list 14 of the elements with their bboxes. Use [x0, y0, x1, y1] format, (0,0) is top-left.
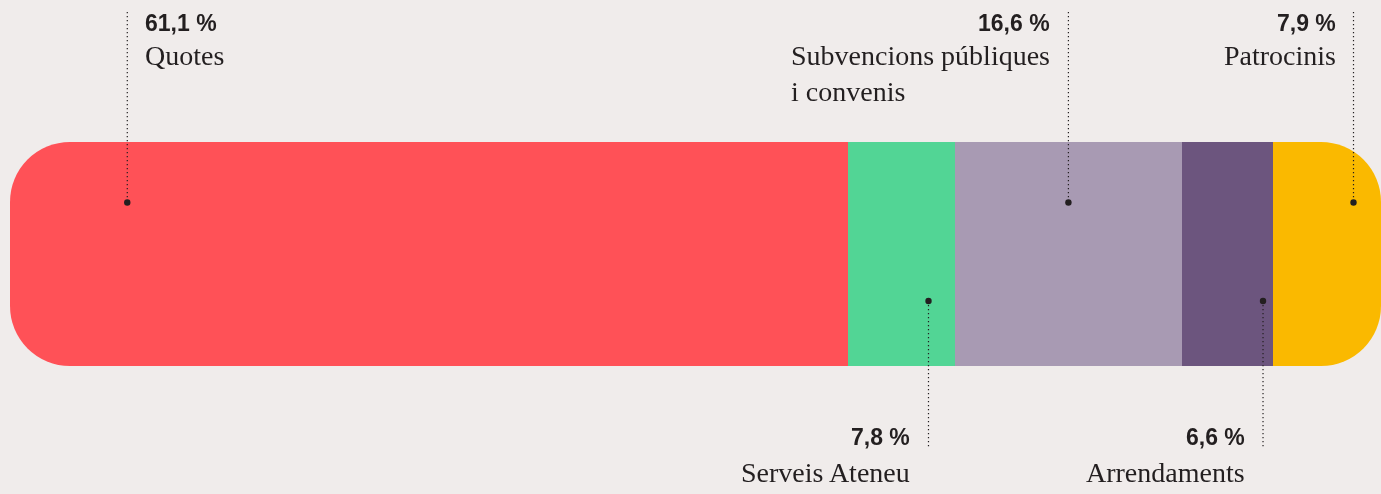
bar — [954, 142, 1183, 366]
bar — [847, 142, 955, 366]
series-label: Subvencions públiques i convenis — [791, 40, 1050, 108]
data-label: 7,8 % — [851, 424, 910, 450]
bar — [1182, 142, 1273, 366]
text: Patrocinis — [1224, 40, 1336, 71]
text: Quotes — [145, 40, 225, 71]
data-label: 61,1 % — [145, 10, 217, 36]
data-label: 6,6 % — [1186, 424, 1245, 450]
bar — [1272, 142, 1381, 366]
text: Serveis Ateneu — [741, 457, 910, 488]
data-label: 7,9 % — [1277, 10, 1336, 36]
data-label: 16,6 % — [978, 10, 1050, 36]
text: Arrendaments — [1086, 457, 1245, 488]
